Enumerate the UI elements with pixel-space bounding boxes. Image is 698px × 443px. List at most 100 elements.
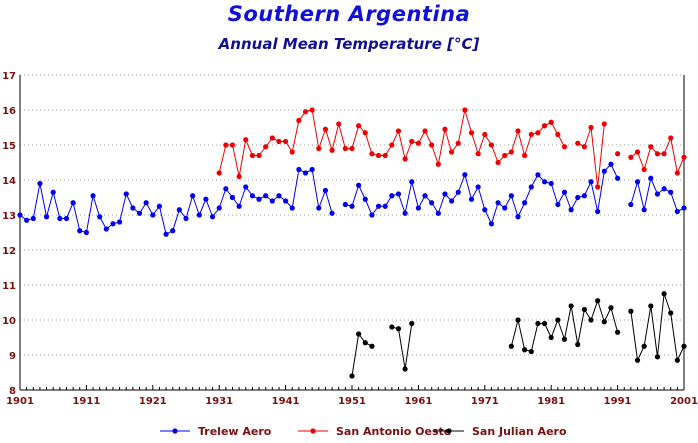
data-point-trelew-aero xyxy=(628,201,634,208)
data-point-trelew-aero xyxy=(150,212,156,218)
data-point-san-julian-aero xyxy=(548,334,554,341)
data-point-san-julian-aero xyxy=(654,354,661,360)
data-point-trelew-aero xyxy=(508,193,514,199)
data-point-trelew-aero xyxy=(70,200,76,206)
data-point-san-antonio-oeste xyxy=(435,161,441,167)
data-point-san-julian-aero xyxy=(581,306,588,313)
data-point-san-julian-aero xyxy=(575,341,581,348)
data-point-san-julian-aero xyxy=(634,357,641,363)
data-point-san-antonio-oeste xyxy=(283,138,289,145)
data-point-trelew-aero xyxy=(163,231,169,237)
data-point-san-antonio-oeste xyxy=(661,151,667,157)
data-point-trelew-aero xyxy=(209,214,216,220)
y-tick-label: 15 xyxy=(2,141,16,152)
y-tick-label: 12 xyxy=(2,246,16,257)
data-point-san-julian-aero xyxy=(568,303,574,309)
data-point-san-antonio-oeste xyxy=(429,142,435,148)
data-point-trelew-aero xyxy=(229,194,236,201)
data-point-san-antonio-oeste xyxy=(681,154,687,160)
data-point-san-julian-aero xyxy=(628,308,634,314)
data-point-trelew-aero xyxy=(402,210,408,216)
data-point-trelew-aero xyxy=(322,187,329,194)
x-tick-label: 2001 xyxy=(670,396,698,407)
data-point-san-antonio-oeste xyxy=(462,107,468,113)
y-tick-label: 13 xyxy=(2,211,16,222)
x-tick-label: 1901 xyxy=(6,396,34,407)
data-point-trelew-aero xyxy=(429,200,435,206)
data-point-trelew-aero xyxy=(668,189,674,195)
data-point-san-julian-aero xyxy=(674,357,680,363)
data-point-trelew-aero xyxy=(50,189,56,195)
data-point-trelew-aero xyxy=(24,217,30,223)
data-point-san-antonio-oeste xyxy=(628,154,634,160)
x-tick-label: 1961 xyxy=(404,396,432,407)
data-point-trelew-aero xyxy=(375,203,382,209)
y-tick-label: 14 xyxy=(2,176,16,187)
data-point-san-antonio-oeste xyxy=(342,145,348,152)
data-point-trelew-aero xyxy=(110,221,116,227)
data-point-san-antonio-oeste xyxy=(541,123,548,129)
data-point-san-antonio-oeste xyxy=(369,151,375,157)
data-point-trelew-aero xyxy=(674,208,680,215)
data-point-san-antonio-oeste xyxy=(256,152,262,159)
data-point-san-julian-aero xyxy=(535,320,541,327)
data-point-trelew-aero xyxy=(77,228,83,234)
data-point-trelew-aero xyxy=(548,180,554,187)
data-point-trelew-aero xyxy=(283,198,289,204)
data-point-san-antonio-oeste xyxy=(535,130,541,136)
data-point-trelew-aero xyxy=(143,200,149,206)
data-point-trelew-aero xyxy=(561,189,568,195)
data-point-trelew-aero xyxy=(369,212,375,218)
data-point-trelew-aero xyxy=(568,207,574,213)
data-point-san-antonio-oeste xyxy=(382,152,388,159)
data-point-san-antonio-oeste xyxy=(349,145,355,152)
data-point-trelew-aero xyxy=(422,193,428,199)
data-point-san-antonio-oeste xyxy=(668,135,674,141)
data-point-san-antonio-oeste xyxy=(316,145,322,152)
series-line-san-julian-aero xyxy=(391,323,413,370)
data-point-trelew-aero xyxy=(316,205,322,211)
data-point-san-antonio-oeste xyxy=(561,144,568,150)
data-point-san-julian-aero xyxy=(601,319,607,325)
y-tick-label: 8 xyxy=(9,386,16,397)
data-point-trelew-aero xyxy=(449,198,455,204)
data-point-trelew-aero xyxy=(462,172,468,178)
data-point-san-antonio-oeste xyxy=(495,159,501,166)
data-point-san-julian-aero xyxy=(595,298,601,304)
data-point-trelew-aero xyxy=(216,205,222,211)
x-tick-label: 1971 xyxy=(471,396,499,407)
data-point-san-antonio-oeste xyxy=(236,173,242,180)
data-point-trelew-aero xyxy=(183,215,189,222)
data-point-san-antonio-oeste xyxy=(654,151,661,157)
data-point-trelew-aero xyxy=(63,215,70,222)
data-point-san-julian-aero xyxy=(522,347,528,353)
data-point-san-antonio-oeste xyxy=(482,131,488,138)
data-point-san-julian-aero xyxy=(528,348,534,355)
legend-label-san-julian-aero: San Julian Aero xyxy=(472,425,567,438)
data-point-san-antonio-oeste xyxy=(263,144,269,150)
data-point-san-antonio-oeste xyxy=(296,117,302,124)
data-point-san-antonio-oeste xyxy=(289,149,295,155)
x-tick-label: 1921 xyxy=(139,396,167,407)
data-point-san-julian-aero xyxy=(409,320,415,327)
data-point-trelew-aero xyxy=(289,205,295,211)
data-point-trelew-aero xyxy=(541,179,548,185)
data-point-san-julian-aero xyxy=(615,329,621,335)
data-point-trelew-aero xyxy=(236,203,242,209)
data-point-san-julian-aero xyxy=(515,317,521,323)
data-point-trelew-aero xyxy=(634,179,641,185)
data-point-san-antonio-oeste xyxy=(674,170,680,176)
data-point-san-antonio-oeste xyxy=(223,142,229,148)
data-point-san-antonio-oeste xyxy=(522,152,528,159)
data-point-trelew-aero xyxy=(302,170,309,176)
data-point-trelew-aero xyxy=(223,186,229,192)
data-point-trelew-aero xyxy=(196,212,202,218)
data-point-san-antonio-oeste xyxy=(329,147,335,153)
data-point-san-julian-aero xyxy=(588,317,594,323)
data-point-san-julian-aero xyxy=(395,326,402,332)
data-point-trelew-aero xyxy=(435,210,441,216)
data-point-san-julian-aero xyxy=(648,303,654,309)
x-tick-label: 1911 xyxy=(72,396,100,407)
legend-marker-san-antonio-oeste xyxy=(310,428,316,434)
